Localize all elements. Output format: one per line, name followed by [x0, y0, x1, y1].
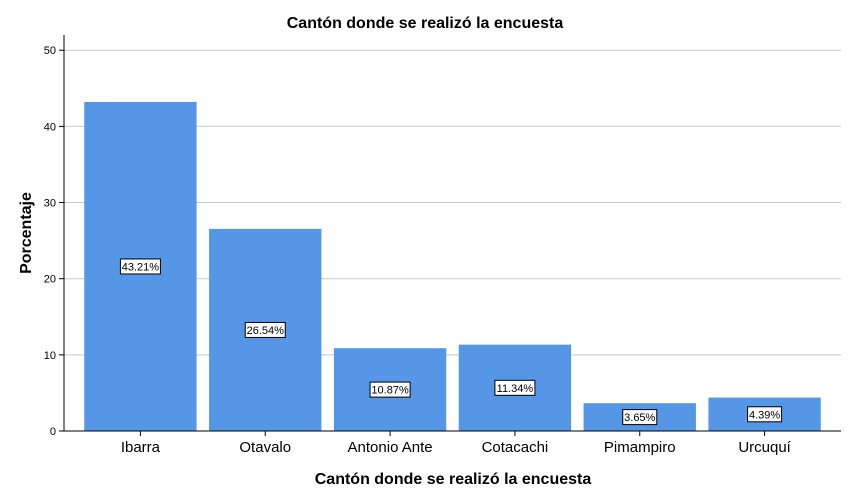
bars [84, 101, 821, 431]
axes: 0 10 20 30 40 50 Ibarra Otavalo Antonio Ante Cota… [44, 35, 841, 456]
y-tick-label-2: 20 [44, 274, 56, 286]
data-label-box-2 [369, 381, 411, 398]
y-tick-label-1: 10 [44, 350, 56, 362]
chart-title: Cantón donde se realizó la encuesta [287, 15, 564, 32]
data-label-box-0 [119, 258, 161, 275]
x-tick-label-3: Cotacachi [482, 439, 549, 456]
data-label-box-1 [244, 321, 286, 338]
data-labels: 43.21% 26.54% 10.87% 11.34% 3.65% 4.39% [119, 258, 783, 426]
y-axis-label: Porcentaje [18, 192, 35, 274]
y-tick-label-3: 30 [44, 198, 56, 210]
data-label-box-4 [622, 409, 658, 426]
data-label-1: 26.54% [247, 325, 285, 337]
x-tick-label-5: Urcuquí [738, 439, 791, 456]
data-label-4: 3.65% [624, 412, 655, 424]
x-tick-label-0: Ibarra [121, 439, 161, 456]
x-tick-label-4: Pimampiro [604, 439, 676, 456]
y-tick-label-4: 40 [44, 121, 56, 133]
data-label-box-3 [494, 379, 536, 396]
data-label-2: 10.87% [371, 385, 409, 397]
y-tick-label-5: 50 [44, 45, 56, 57]
data-label-box-5 [747, 406, 783, 423]
x-tick-label-2: Antonio Ante [348, 439, 433, 456]
x-tick-label-1: Otavalo [239, 439, 291, 456]
y-tick-label-0: 0 [50, 426, 56, 438]
data-label-3: 11.34% [497, 383, 534, 395]
data-label-0: 43.21% [122, 261, 160, 273]
data-label-5: 4.39% [749, 409, 780, 421]
x-axis-label: Cantón donde se realizó la encuesta [315, 471, 592, 488]
